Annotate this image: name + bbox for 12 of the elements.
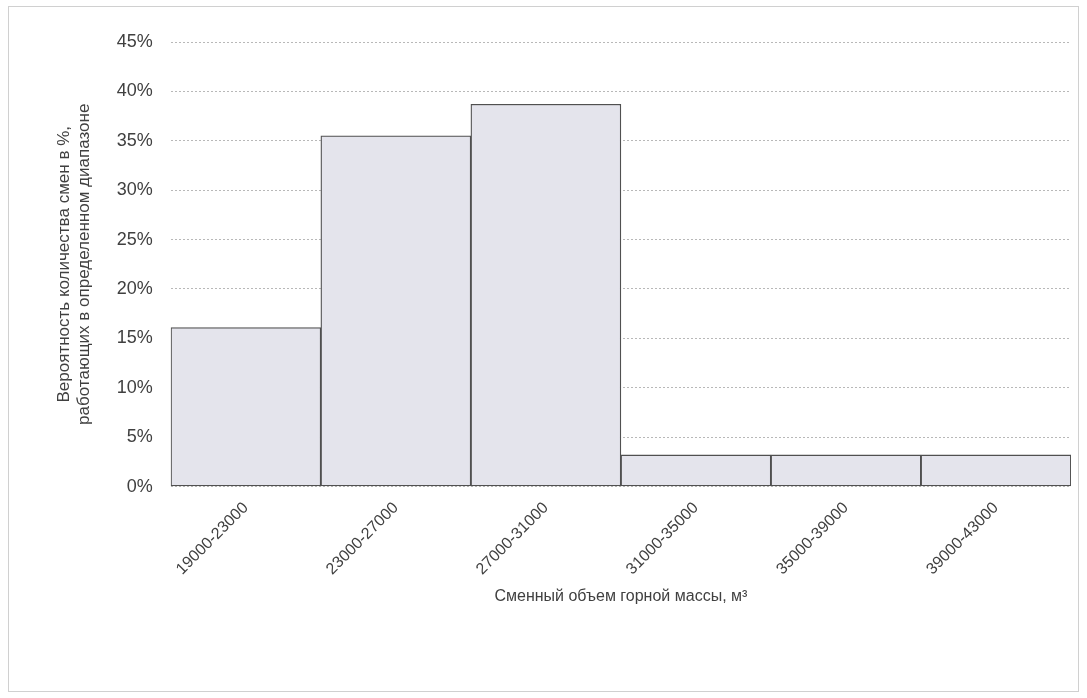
y-tick-label: 30% [116,179,153,200]
y-tick-label: 40% [116,80,153,101]
y-tick-label: 35% [116,129,153,150]
y-tick-label: 15% [116,327,153,348]
y-tick-label: 5% [126,426,153,447]
y-tick-label: 10% [116,376,153,397]
y-axis-title: Вероятность количества смен в %, работающих в определенном диапазоне [53,103,94,425]
x-axis-title: Сменный объем горной массы, м³ [494,586,749,604]
y-tick-label: 20% [116,277,153,298]
y-tick-label: 0% [126,475,153,496]
y-tick-label: 25% [116,228,153,249]
y-tick-label: 45% [116,30,153,51]
